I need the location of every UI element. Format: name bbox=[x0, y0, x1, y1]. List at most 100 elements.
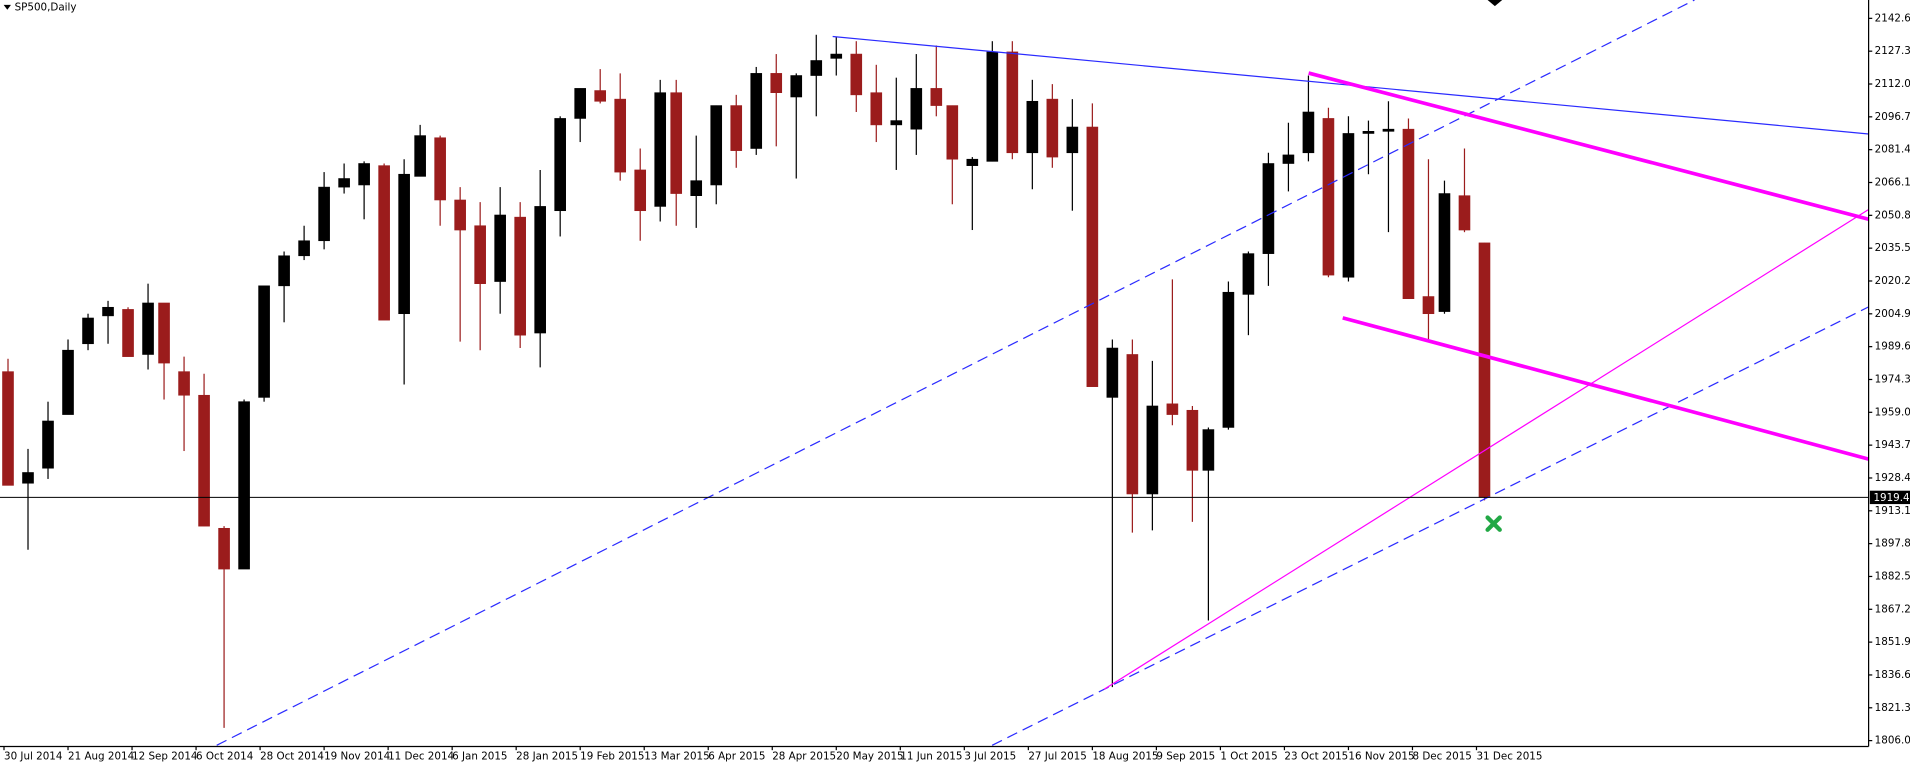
candle-body bbox=[534, 206, 546, 334]
candle-body bbox=[82, 317, 94, 345]
candle-body bbox=[966, 158, 979, 166]
y-tick-label: 2050.85 bbox=[1875, 209, 1910, 221]
candle-body bbox=[1458, 195, 1471, 231]
candle-body bbox=[178, 371, 190, 396]
y-tick-label: 2142.65 bbox=[1875, 12, 1910, 24]
y-tick-label: 1974.35 bbox=[1875, 373, 1910, 385]
candle-body bbox=[890, 120, 903, 126]
candle-body bbox=[1146, 405, 1159, 495]
candle-body bbox=[910, 88, 923, 130]
x-tick-label: 12 Sep 2014 bbox=[132, 750, 197, 762]
candle-body bbox=[434, 137, 446, 201]
candle-body bbox=[218, 527, 230, 570]
x-tick-label: 6 Jan 2015 bbox=[452, 750, 507, 762]
candle-body bbox=[2, 371, 14, 486]
candle-body bbox=[318, 186, 330, 242]
x-tick-label: 6 Apr 2015 bbox=[708, 750, 765, 762]
candle-body bbox=[1166, 403, 1179, 415]
candle-body bbox=[750, 73, 763, 149]
chart-title: SP500,Daily bbox=[15, 1, 77, 13]
candle-body bbox=[1186, 409, 1199, 471]
candle-body bbox=[238, 401, 250, 570]
candle-body bbox=[1222, 291, 1235, 428]
y-tick-label: 1943.75 bbox=[1875, 439, 1910, 451]
candle-body bbox=[514, 216, 526, 336]
candle-body bbox=[42, 420, 54, 469]
x-tick-label: 13 Mar 2015 bbox=[644, 750, 709, 762]
candles bbox=[2, 34, 1491, 728]
candle-body bbox=[298, 240, 310, 257]
candle-body bbox=[986, 51, 999, 162]
y-tick-label: 1836.65 bbox=[1875, 669, 1910, 681]
candle-body bbox=[710, 105, 723, 186]
candle-body bbox=[574, 88, 586, 119]
x-tick-label: 18 Aug 2015 bbox=[1092, 750, 1158, 762]
trendline bbox=[1342, 316, 1870, 461]
y-tick-label: 1897.85 bbox=[1875, 538, 1910, 550]
candle-body bbox=[1046, 98, 1059, 158]
x-tick-label: 9 Sep 2015 bbox=[1156, 750, 1215, 762]
candle-body bbox=[594, 90, 607, 102]
y-tick-label: 2112.05 bbox=[1875, 78, 1910, 90]
channel-line bbox=[216, 0, 1695, 746]
x-tick-label: 16 Nov 2015 bbox=[1348, 750, 1414, 762]
x-tick-label: 28 Jan 2015 bbox=[516, 750, 578, 762]
candle-body bbox=[1086, 126, 1099, 387]
y-tick-label: 1928.45 bbox=[1875, 472, 1910, 484]
x-tick-label: 28 Apr 2015 bbox=[772, 750, 836, 762]
y-tick-label: 1959.05 bbox=[1875, 406, 1910, 418]
candle-body bbox=[398, 173, 410, 315]
candle-body bbox=[634, 169, 647, 212]
candle-body bbox=[494, 214, 506, 282]
menu-triangle bbox=[3, 4, 11, 10]
candle-body bbox=[1106, 347, 1119, 398]
y-tick-label: 2127.35 bbox=[1875, 45, 1910, 57]
x-tick-label: 6 Oct 2014 bbox=[196, 750, 253, 762]
x-tick-label: 19 Feb 2015 bbox=[580, 750, 644, 762]
y-tick-label: 2066.15 bbox=[1875, 176, 1910, 188]
candle-body bbox=[1202, 429, 1215, 471]
candle-body bbox=[670, 92, 683, 194]
candle-body bbox=[62, 349, 74, 415]
candle-body bbox=[870, 92, 883, 126]
x-tick-label: 1 Oct 2015 bbox=[1220, 750, 1277, 762]
trendline bbox=[1103, 208, 1869, 690]
marker-x bbox=[1485, 515, 1502, 532]
x-tick-label: 30 Jul 2014 bbox=[4, 750, 62, 762]
x-tick-label: 11 Jun 2015 bbox=[900, 750, 962, 762]
channel-line bbox=[991, 306, 1869, 746]
y-tick-label: 1806.05 bbox=[1875, 735, 1910, 747]
candle-body bbox=[1026, 100, 1039, 154]
y-tick-label: 1882.55 bbox=[1875, 570, 1910, 582]
trendline bbox=[1308, 71, 1870, 221]
candle-body bbox=[614, 98, 627, 173]
candle-body bbox=[946, 105, 959, 160]
candle-body bbox=[1066, 126, 1079, 154]
candle-body bbox=[1282, 154, 1295, 164]
x-tick-label: 20 May 2015 bbox=[836, 750, 903, 762]
candle-body bbox=[454, 199, 466, 231]
candle-body bbox=[830, 53, 843, 59]
x-tick-label: 28 Oct 2014 bbox=[260, 750, 324, 762]
candle-body bbox=[258, 285, 270, 398]
x-tick-label: 27 Jul 2015 bbox=[1028, 750, 1086, 762]
candle-body bbox=[850, 53, 863, 96]
y-tick-label: 2035.55 bbox=[1875, 242, 1910, 254]
y-tick-label: 1867.25 bbox=[1875, 603, 1910, 615]
x-tick-label: 3 Jul 2015 bbox=[964, 750, 1016, 762]
x-tick-label: 23 Oct 2015 bbox=[1284, 750, 1348, 762]
candle-body bbox=[690, 180, 703, 196]
x-tick-label: 8 Dec 2015 bbox=[1412, 750, 1471, 762]
y-tick-label: 2020.25 bbox=[1875, 275, 1910, 287]
candle-body bbox=[1302, 111, 1315, 154]
candle-body bbox=[474, 225, 486, 284]
last-price-box bbox=[1869, 490, 1910, 505]
last-price-label: 1919.40 bbox=[1873, 492, 1910, 504]
candle-body bbox=[930, 88, 943, 106]
candle-body bbox=[1262, 163, 1275, 254]
x-tick-label: 31 Dec 2015 bbox=[1476, 750, 1542, 762]
candle-body bbox=[730, 105, 743, 151]
marker-stroke bbox=[1485, 515, 1502, 532]
